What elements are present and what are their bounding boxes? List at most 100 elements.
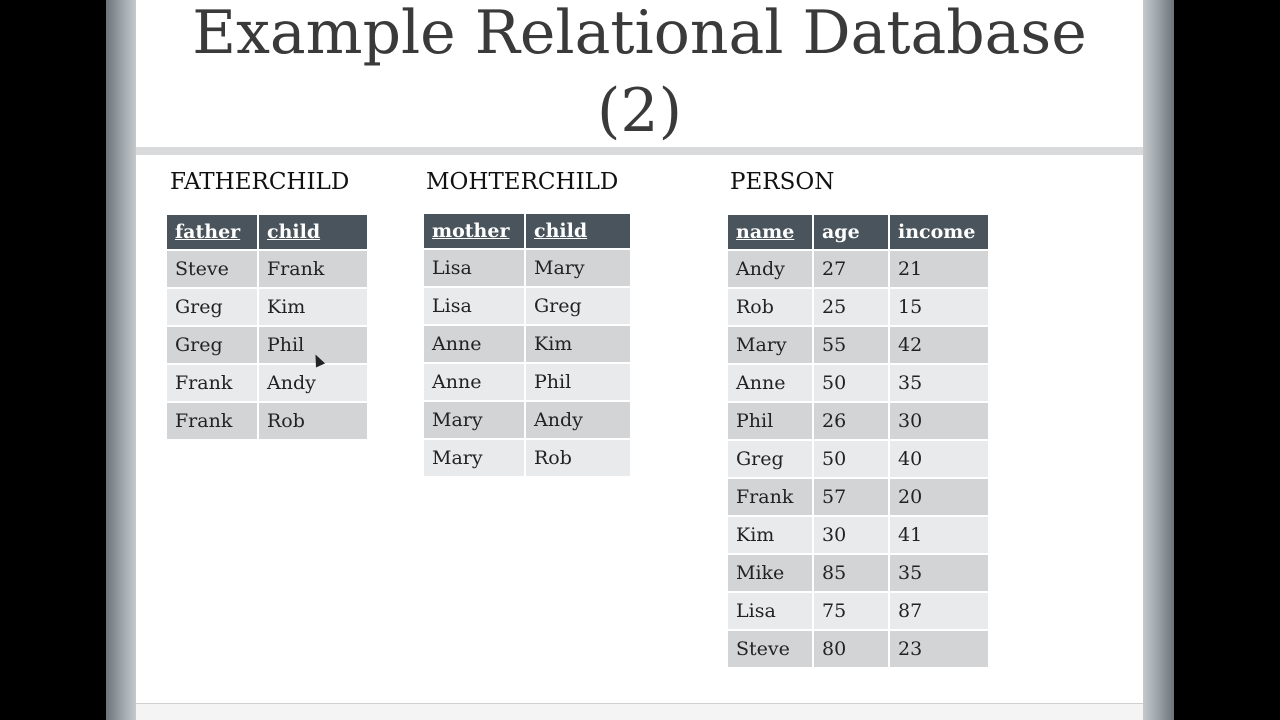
table-row: Greg 50 40 bbox=[728, 441, 988, 477]
table-row: Rob 25 15 bbox=[728, 289, 988, 325]
table-cell: 87 bbox=[890, 593, 988, 629]
table-cell: Rob bbox=[259, 403, 367, 439]
table-cell: Kim bbox=[728, 517, 812, 553]
table-row: Kim 30 41 bbox=[728, 517, 988, 553]
table-cell: 55 bbox=[814, 327, 888, 363]
slide-bottom-border bbox=[136, 703, 1143, 704]
table-row: Frank 57 20 bbox=[728, 479, 988, 515]
window-frame-right bbox=[1143, 0, 1174, 720]
table-cell: Andy bbox=[259, 365, 367, 401]
table-cell: Phil bbox=[259, 327, 367, 363]
title-line-2: (2) bbox=[597, 76, 682, 146]
motherchild-label: MOHTERCHILD bbox=[426, 169, 619, 195]
table-cell: 26 bbox=[814, 403, 888, 439]
table-cell: Mary bbox=[424, 440, 524, 476]
person-table: name age income Andy 27 21 Rob 25 15 Mary 55 4… bbox=[726, 213, 990, 669]
table-cell: Lisa bbox=[424, 250, 524, 286]
table-row: Anne Phil bbox=[424, 364, 630, 400]
column-header: child bbox=[259, 215, 367, 249]
table-header-row: father child bbox=[167, 215, 367, 249]
person-label: PERSON bbox=[730, 169, 835, 195]
table-row: Mike 85 35 bbox=[728, 555, 988, 591]
table-cell: Lisa bbox=[728, 593, 812, 629]
table-cell: 30 bbox=[890, 403, 988, 439]
table-row: Andy 27 21 bbox=[728, 251, 988, 287]
table-cell: Frank bbox=[728, 479, 812, 515]
table-row: Greg Phil bbox=[167, 327, 367, 363]
table-cell: 35 bbox=[890, 365, 988, 401]
table-cell: Mary bbox=[424, 402, 524, 438]
table-row: Steve Frank bbox=[167, 251, 367, 287]
table-cell: Lisa bbox=[424, 288, 524, 324]
table-cell: Mary bbox=[728, 327, 812, 363]
table-cell: Phil bbox=[728, 403, 812, 439]
table-cell: Anne bbox=[424, 326, 524, 362]
column-header: income bbox=[890, 215, 988, 249]
motherchild-table: mother child Lisa Mary Lisa Greg Anne Kim A… bbox=[422, 212, 632, 478]
table-cell: 27 bbox=[814, 251, 888, 287]
table-row: Greg Kim bbox=[167, 289, 367, 325]
table-cell: Mike bbox=[728, 555, 812, 591]
table-row: Anne 50 35 bbox=[728, 365, 988, 401]
table-cell: 85 bbox=[814, 555, 888, 591]
table-cell: Frank bbox=[259, 251, 367, 287]
table-cell: Mary bbox=[526, 250, 630, 286]
table-cell: 57 bbox=[814, 479, 888, 515]
title-divider bbox=[136, 147, 1143, 155]
fatherchild-table: father child Steve Frank Greg Kim Greg Phil… bbox=[165, 213, 369, 441]
table-cell: Greg bbox=[167, 289, 257, 325]
table-cell: Kim bbox=[526, 326, 630, 362]
table-cell: Phil bbox=[526, 364, 630, 400]
table-row: Mary Andy bbox=[424, 402, 630, 438]
table-cell: 35 bbox=[890, 555, 988, 591]
table-cell: 41 bbox=[890, 517, 988, 553]
table-cell: Andy bbox=[728, 251, 812, 287]
title-line-1: Example Relational Database bbox=[192, 0, 1087, 68]
table-cell: Steve bbox=[728, 631, 812, 667]
table-cell: Greg bbox=[728, 441, 812, 477]
slide: Example Relational Database (2) FATHERCH… bbox=[136, 0, 1143, 720]
table-cell: 50 bbox=[814, 441, 888, 477]
table-row: Lisa 75 87 bbox=[728, 593, 988, 629]
table-cell: 40 bbox=[890, 441, 988, 477]
table-cell: 50 bbox=[814, 365, 888, 401]
column-header: child bbox=[526, 214, 630, 248]
table-cell: 80 bbox=[814, 631, 888, 667]
column-header: father bbox=[167, 215, 257, 249]
table-cell: 21 bbox=[890, 251, 988, 287]
table-row: Frank Andy bbox=[167, 365, 367, 401]
table-cell: Anne bbox=[424, 364, 524, 400]
column-header: age bbox=[814, 215, 888, 249]
table-cell: 75 bbox=[814, 593, 888, 629]
table-row: Lisa Greg bbox=[424, 288, 630, 324]
table-row: Steve 80 23 bbox=[728, 631, 988, 667]
table-cell: 30 bbox=[814, 517, 888, 553]
column-header: name bbox=[728, 215, 812, 249]
table-row: Anne Kim bbox=[424, 326, 630, 362]
table-cell: Anne bbox=[728, 365, 812, 401]
table-cell: Frank bbox=[167, 365, 257, 401]
table-cell: 25 bbox=[814, 289, 888, 325]
table-cell: 23 bbox=[890, 631, 988, 667]
window-frame-left bbox=[106, 0, 136, 720]
table-row: Mary 55 42 bbox=[728, 327, 988, 363]
table-cell: Greg bbox=[526, 288, 630, 324]
table-cell: Rob bbox=[728, 289, 812, 325]
slide-bottom-band bbox=[136, 704, 1143, 720]
table-cell: 20 bbox=[890, 479, 988, 515]
table-row: Lisa Mary bbox=[424, 250, 630, 286]
table-cell: Rob bbox=[526, 440, 630, 476]
table-cell: Greg bbox=[167, 327, 257, 363]
table-cell: Frank bbox=[167, 403, 257, 439]
table-cell: Andy bbox=[526, 402, 630, 438]
table-row: Frank Rob bbox=[167, 403, 367, 439]
table-cell: Kim bbox=[259, 289, 367, 325]
table-cell: 42 bbox=[890, 327, 988, 363]
table-header-row: name age income bbox=[728, 215, 988, 249]
fatherchild-label: FATHERCHILD bbox=[170, 169, 350, 195]
table-header-row: mother child bbox=[424, 214, 630, 248]
table-cell: 15 bbox=[890, 289, 988, 325]
table-row: Mary Rob bbox=[424, 440, 630, 476]
column-header: mother bbox=[424, 214, 524, 248]
table-row: Phil 26 30 bbox=[728, 403, 988, 439]
